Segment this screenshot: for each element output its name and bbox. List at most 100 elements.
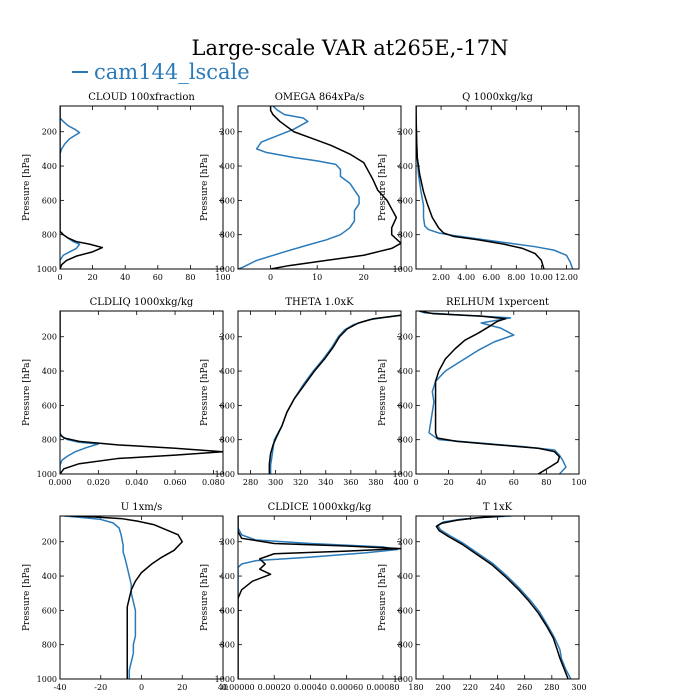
x-tick-label: 6.00 — [482, 273, 500, 282]
y-tick-label: 800 — [42, 231, 57, 240]
subplot-title: Q 1000xkg/kg — [462, 92, 533, 103]
subplot-title: OMEGA 864xPa/s — [275, 92, 365, 103]
y-tick-label: 400 — [42, 162, 57, 171]
y-tick-label: 400 — [220, 162, 235, 171]
y-tick-label: 800 — [42, 436, 57, 445]
plot-frame — [59, 105, 224, 270]
series-line-model — [238, 106, 360, 269]
y-tick-label: 200 — [398, 333, 413, 342]
x-tick-label: 260 — [517, 683, 532, 692]
y-tick-label: 200 — [398, 128, 413, 137]
x-tick-label: 200 — [436, 683, 451, 692]
x-tick-label: 2.00 — [432, 273, 450, 282]
subplot-title: THETA 1.0xK — [285, 297, 354, 308]
y-tick-label: 600 — [398, 196, 413, 205]
figure-title: Large-scale VAR at265E,-17N — [191, 36, 509, 60]
x-tick-label: 8.00 — [507, 273, 525, 282]
y-tick-label: 600 — [220, 196, 235, 205]
x-tick-label: 400 — [393, 478, 408, 487]
x-tick-label: -40 — [54, 683, 67, 692]
x-tick-label: 40 — [476, 478, 486, 487]
y-axis-label: Pressure [hPa] — [22, 154, 32, 221]
y-tick-label: 800 — [220, 641, 235, 650]
x-tick-label: 100 — [215, 273, 230, 282]
plot-frame — [415, 310, 580, 475]
plot-frame — [237, 310, 402, 475]
y-tick-label: 1000 — [393, 470, 413, 479]
y-tick-label: 800 — [398, 436, 413, 445]
x-tick-label: 12.00 — [555, 273, 578, 282]
y-tick-label: 800 — [398, 231, 413, 240]
legend: cam144_lscale — [72, 60, 250, 84]
x-tick-label: 0.00020 — [258, 683, 291, 692]
series-line-reference — [435, 516, 569, 679]
series-line-model — [64, 516, 137, 679]
y-tick-label: 200 — [220, 538, 235, 547]
x-tick-label: 0.00060 — [330, 683, 363, 692]
x-tick-label: 60 — [153, 273, 163, 282]
y-tick-label: 200 — [42, 333, 57, 342]
y-tick-label: 600 — [42, 606, 57, 615]
series-line-reference — [268, 314, 401, 474]
series-line-reference — [60, 311, 223, 474]
y-tick-label: 800 — [220, 231, 235, 240]
y-tick-label: 200 — [42, 538, 57, 547]
y-tick-label: 600 — [42, 401, 57, 410]
series-line-reference — [269, 106, 401, 269]
y-axis-label: Pressure [hPa] — [378, 359, 388, 426]
y-tick-label: 1000 — [393, 265, 413, 274]
legend-line-swatch — [72, 70, 88, 73]
subplot-title: CLDICE 1000xkg/kg — [268, 502, 372, 513]
x-tick-label: -20 — [94, 683, 107, 692]
x-tick-label: 320 — [293, 478, 308, 487]
x-tick-label: 40 — [218, 683, 228, 692]
y-tick-label: 400 — [398, 367, 413, 376]
y-tick-label: 1000 — [393, 675, 413, 684]
x-tick-label: 0 — [268, 273, 273, 282]
plot-frame — [59, 515, 224, 680]
y-tick-label: 600 — [398, 606, 413, 615]
y-axis-label: Pressure [hPa] — [22, 359, 32, 426]
y-tick-label: 1000 — [37, 470, 57, 479]
x-tick-label: 0.000 — [49, 478, 72, 487]
x-tick-label: 300 — [571, 683, 586, 692]
series-line-model — [60, 311, 100, 474]
x-tick-label: 280 — [544, 683, 559, 692]
x-tick-label: 0 — [413, 478, 418, 487]
y-tick-label: 600 — [42, 196, 57, 205]
series-line-model — [60, 106, 81, 269]
y-tick-label: 400 — [220, 572, 235, 581]
subplot-title: T 1xK — [483, 502, 513, 513]
y-tick-label: 400 — [42, 572, 57, 581]
x-tick-label: 0.00000 — [221, 683, 254, 692]
plot-frame — [237, 105, 402, 270]
y-tick-label: 800 — [398, 641, 413, 650]
x-tick-label: 10 — [312, 273, 322, 282]
x-tick-label: 60 — [509, 478, 519, 487]
x-tick-label: 0.020 — [87, 478, 110, 487]
x-tick-label: 10.00 — [530, 273, 553, 282]
subplot-title: RELHUM 1xpercent — [446, 297, 549, 308]
x-tick-label: 80 — [185, 273, 195, 282]
y-tick-label: 400 — [220, 367, 235, 376]
x-tick-label: 80 — [541, 478, 551, 487]
subplot-4: CLDLIQ 1000xkg/kg Pressure [hPa] 200 400 600… — [22, 297, 225, 487]
x-tick-label: 0.040 — [125, 478, 148, 487]
legend-label: cam144_lscale — [94, 60, 250, 84]
subplot-8: CLDICE 1000xkg/kg Pressure [hPa] 200 400 600… — [200, 502, 402, 692]
y-tick-label: 1000 — [37, 675, 57, 684]
series-line-model — [416, 106, 574, 269]
y-tick-label: 200 — [42, 128, 57, 137]
y-tick-label: 600 — [398, 401, 413, 410]
y-axis-label: Pressure [hPa] — [200, 359, 210, 426]
x-tick-label: 20 — [444, 478, 454, 487]
y-tick-label: 800 — [42, 641, 57, 650]
y-tick-label: 400 — [42, 367, 57, 376]
x-tick-label: 0.00040 — [294, 683, 327, 692]
subplot-title: CLDLIQ 1000xkg/kg — [90, 297, 194, 308]
y-axis-label: Pressure [hPa] — [22, 564, 32, 631]
